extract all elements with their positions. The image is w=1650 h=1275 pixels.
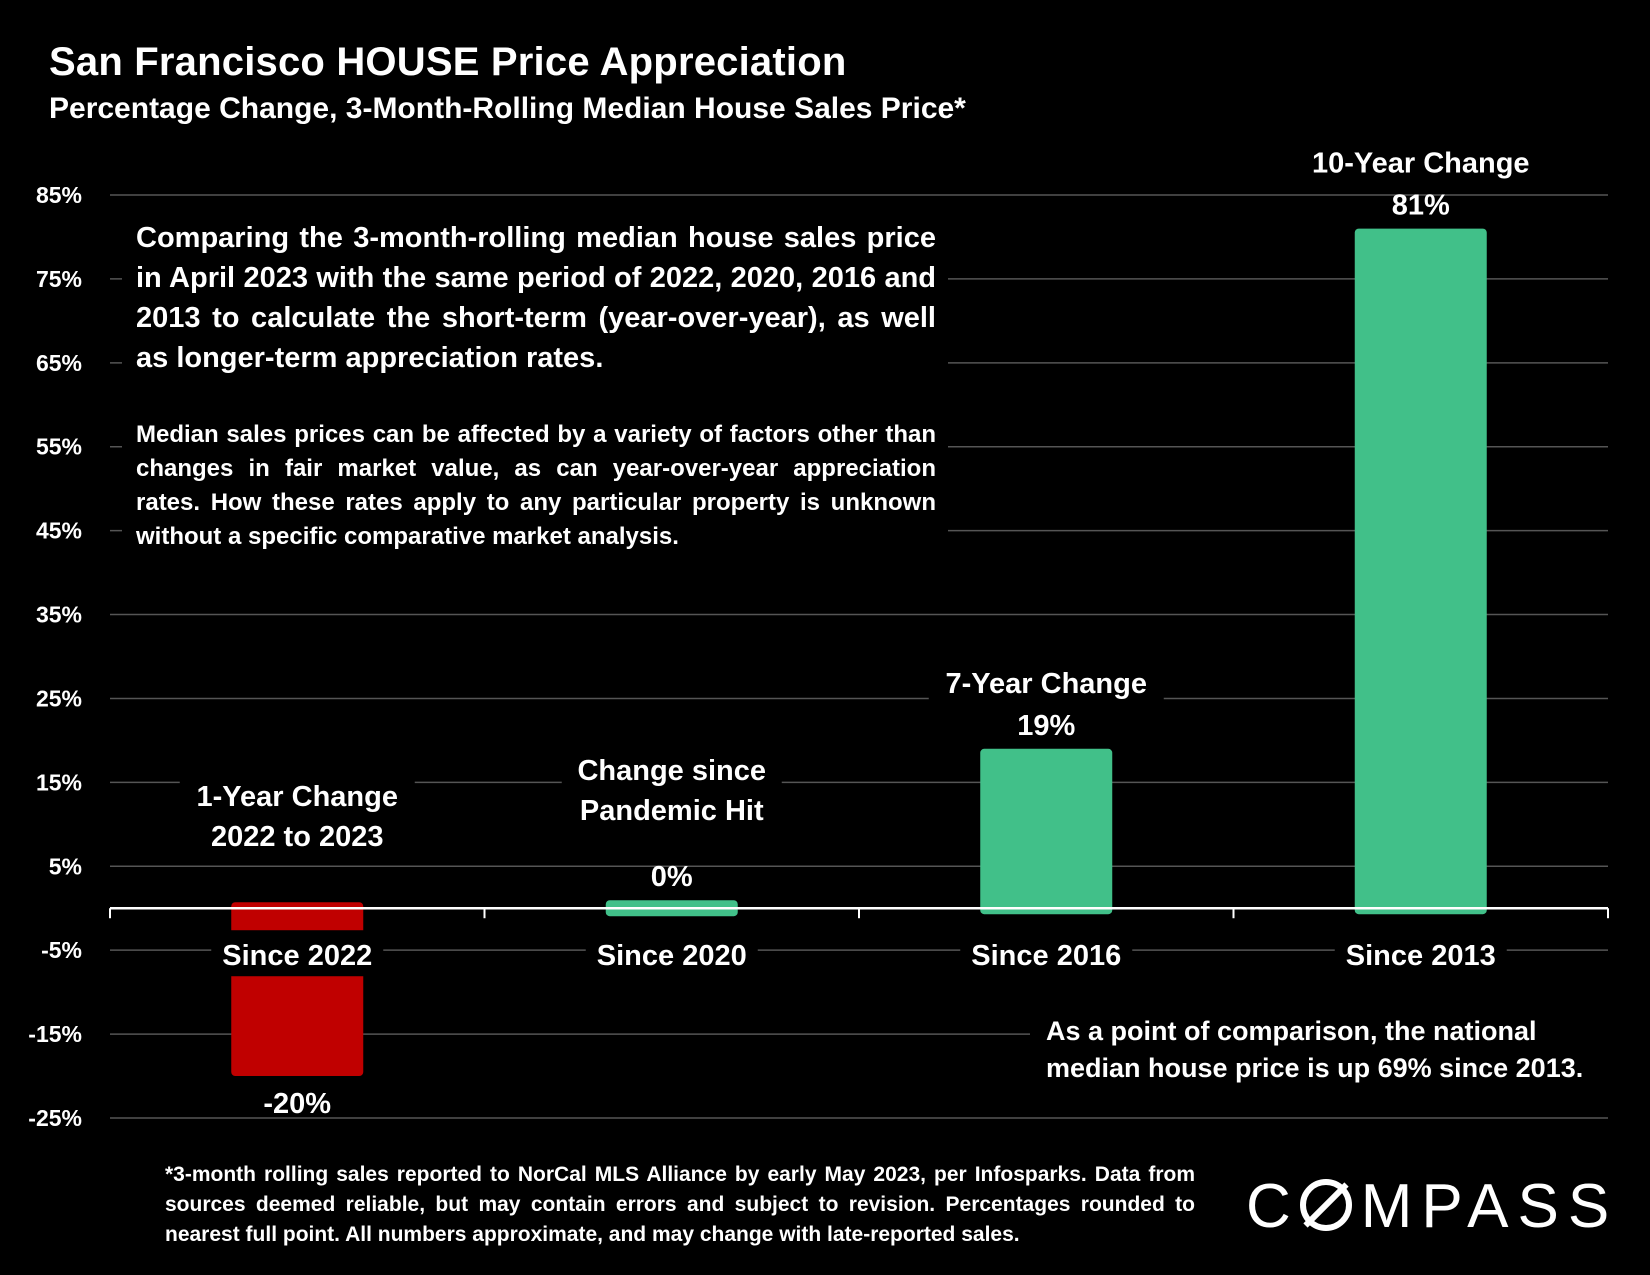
category-label-bg	[211, 930, 384, 977]
category-label: Since 2016	[971, 940, 1121, 972]
category-label-bg	[960, 930, 1133, 977]
value-label: 0%	[651, 861, 693, 893]
chart-title: San Francisco HOUSE Price Appreciation	[49, 40, 847, 84]
disclaimer-note: Median sales prices can be affected by a…	[122, 416, 948, 556]
y-axis-ticks: 85% 75% 65% 55% 45% 35% 25% 15% 5% -5% -15% -25%	[28, 182, 82, 1131]
category-label-bg	[1334, 930, 1507, 977]
group-label-bg	[179, 770, 415, 861]
y-tick-label: 25%	[36, 685, 82, 711]
group-label: 7-Year Change	[946, 668, 1147, 700]
y-tick-label: -25%	[28, 1105, 82, 1131]
y-tick-label: -15%	[28, 1021, 82, 1047]
methodology-note: Comparing the 3-month-rolling median hou…	[122, 216, 948, 380]
national-comparison-note: As a point of comparison, the national m…	[1030, 1013, 1626, 1087]
y-tick-label: -5%	[41, 937, 82, 963]
footnote: *3-month rolling sales reported to NorCa…	[165, 1163, 1195, 1246]
group-label: 10-Year Change	[1312, 148, 1530, 180]
value-label: -20%	[263, 1088, 331, 1120]
y-tick-label: 35%	[36, 602, 82, 628]
y-tick-label: 85%	[36, 182, 82, 208]
logo-letters: MPASS	[1360, 1172, 1619, 1241]
category-label: Since 2020	[597, 940, 747, 972]
y-tick-label: 45%	[36, 518, 82, 544]
group-label: Pandemic Hit	[580, 795, 764, 827]
y-tick-label: 65%	[36, 350, 82, 376]
bar	[231, 902, 364, 1077]
compass-logo: C MPASS	[1246, 1176, 1618, 1238]
group-label: Change since	[577, 755, 766, 787]
value-label: 81%	[1392, 190, 1450, 222]
group-label-bg	[561, 744, 782, 835]
y-tick-label: 55%	[36, 434, 82, 460]
group-label-bg	[928, 656, 1164, 707]
y-tick-label: 75%	[36, 266, 82, 292]
bar-labels: Since 2022 -20% 1-Year Change 2022 to 2023 S…	[179, 136, 1546, 1120]
bar	[980, 748, 1113, 915]
chart-subtitle: Percentage Change, 3-Month-Rolling Media…	[49, 92, 966, 125]
group-label-bg	[1295, 136, 1546, 187]
bar	[1354, 228, 1487, 915]
value-label: 19%	[1017, 710, 1075, 742]
x-axis	[109, 906, 1609, 919]
category-label-bg	[585, 930, 758, 977]
bars	[231, 228, 1487, 1077]
group-label: 1-Year Change	[197, 781, 398, 813]
category-label: Since 2022	[222, 940, 372, 972]
logo-letter-c: C	[1246, 1172, 1300, 1241]
category-label: Since 2013	[1346, 940, 1496, 972]
group-label: 2022 to 2023	[211, 821, 384, 853]
compass-logo-icon	[1299, 1179, 1352, 1231]
y-tick-label: 15%	[36, 769, 82, 795]
y-tick-label: 5%	[49, 853, 82, 879]
